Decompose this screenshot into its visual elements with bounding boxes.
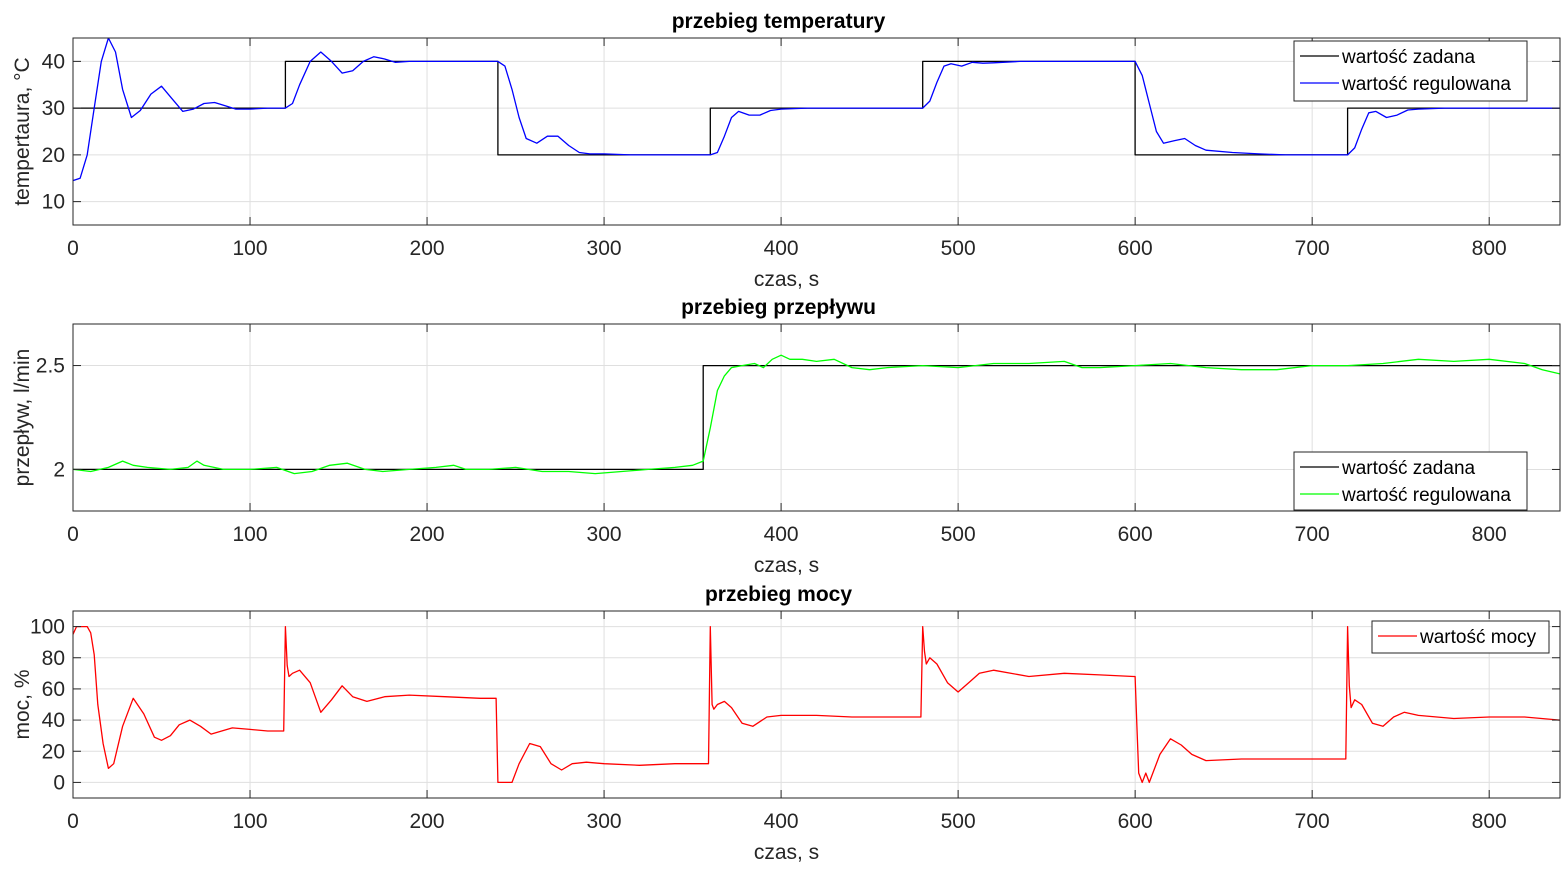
x-tick-label: 100 — [233, 810, 268, 833]
chart-title: przebieg przepływu — [681, 296, 876, 319]
x-tick-label: 0 — [67, 523, 79, 546]
y-tick-label: 30 — [42, 97, 65, 120]
series-line-2 — [73, 354, 1560, 475]
chart-2: 0 100 200 300 400 500 600 700 800 2 2.5 przebieg pr… — [11, 296, 1561, 577]
series-line-2 — [73, 38, 1560, 182]
legend: wartość mocy — [1371, 620, 1550, 654]
x-tick-label: 700 — [1295, 237, 1330, 260]
y-tick-label: 2 — [53, 458, 65, 481]
chart-title: przebieg temperatury — [672, 10, 886, 33]
legend-box — [1293, 40, 1528, 102]
legend: wartość zadana wartość regulowana — [1293, 451, 1528, 511]
y-tick-label: 80 — [42, 647, 65, 670]
x-tick-label: 400 — [764, 237, 799, 260]
chart-1: 0 100 200 300 400 500 600 700 800 10 20 30 40 przebie… — [11, 10, 1561, 291]
x-tick-label: 200 — [410, 810, 445, 833]
x-axis-label: czas, s — [754, 841, 819, 864]
x-tick-label: 200 — [410, 523, 445, 546]
y-tick-label: 10 — [42, 191, 65, 214]
x-tick-label: 300 — [587, 523, 622, 546]
y-axis-label: przepływ, l/min — [11, 349, 34, 487]
legend: wartość zadana wartość regulowana — [1293, 40, 1528, 102]
legend-box — [1371, 620, 1550, 654]
x-tick-label: 0 — [67, 237, 79, 260]
x-axis-label: czas, s — [754, 554, 819, 577]
legend-entry: wartość mocy — [1419, 627, 1537, 648]
legend-entry: wartość regulowana — [1341, 74, 1511, 95]
plot-frame — [72, 323, 1561, 512]
x-tick-label: 400 — [764, 810, 799, 833]
plot-frame — [72, 37, 1561, 226]
x-tick-label: 700 — [1295, 810, 1330, 833]
legend-entry: wartość zadana — [1341, 47, 1476, 68]
series-line-1 — [73, 625, 1560, 784]
y-axis-label: moc, % — [11, 669, 34, 739]
x-tick-label: 500 — [941, 810, 976, 833]
y-tick-label: 20 — [42, 144, 65, 167]
x-tick-label: 600 — [1118, 810, 1153, 833]
x-tick-label: 400 — [764, 523, 799, 546]
y-tick-label: 60 — [42, 678, 65, 701]
x-axis-label: czas, s — [754, 268, 819, 291]
x-tick-label: 0 — [67, 810, 79, 833]
x-tick-label: 800 — [1472, 810, 1507, 833]
y-tick-label: 20 — [42, 740, 65, 763]
x-tick-label: 200 — [410, 237, 445, 260]
y-tick-label: 0 — [53, 771, 65, 794]
y-tick-label: 40 — [42, 709, 65, 732]
chart-title: przebieg mocy — [705, 583, 852, 606]
y-tick-label: 2.5 — [36, 355, 65, 378]
x-tick-label: 800 — [1472, 523, 1507, 546]
x-tick-label: 100 — [233, 523, 268, 546]
x-tick-label: 300 — [587, 237, 622, 260]
y-tick-label: 40 — [42, 50, 65, 73]
x-tick-label: 300 — [587, 810, 622, 833]
x-tick-label: 100 — [233, 237, 268, 260]
legend-entry: wartość regulowana — [1341, 485, 1511, 506]
x-tick-label: 500 — [941, 523, 976, 546]
y-tick-label: 100 — [30, 616, 65, 639]
legend-box — [1293, 451, 1528, 511]
x-tick-label: 600 — [1118, 523, 1153, 546]
chart-3: 0 100 200 300 400 500 600 700 800 0 20 40 60 80 100 prz… — [11, 583, 1561, 864]
x-tick-label: 600 — [1118, 237, 1153, 260]
y-axis-label: tempertaura, °C — [11, 57, 34, 205]
x-tick-label: 800 — [1472, 237, 1507, 260]
legend-entry: wartość zadana — [1341, 458, 1476, 479]
x-tick-label: 700 — [1295, 523, 1330, 546]
x-tick-label: 500 — [941, 237, 976, 260]
plot-frame — [72, 610, 1561, 799]
